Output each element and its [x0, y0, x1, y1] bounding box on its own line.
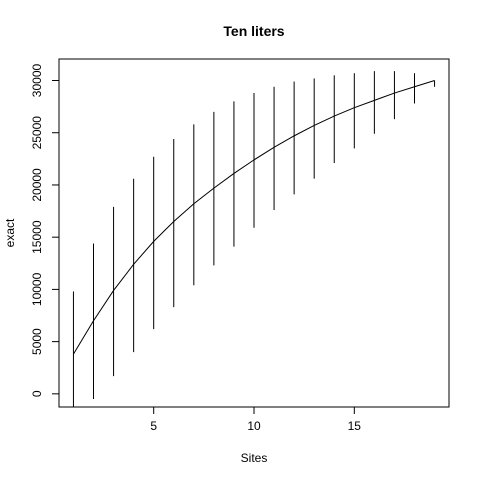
x-tick-label: 15	[348, 419, 362, 433]
y-tick-label: 5000	[30, 328, 44, 355]
x-tick-label: 5	[150, 419, 157, 433]
y-tick-label: 15000	[30, 220, 44, 254]
x-axis-label: Sites	[241, 451, 268, 465]
error-bars	[72, 71, 436, 407]
y-tick-label: 20000	[30, 168, 44, 202]
y-axis: 0 5000 10000 15000 20000 25000 30000	[30, 64, 60, 397]
x-tick-label: 10	[247, 419, 261, 433]
y-tick-label: 10000	[30, 272, 44, 306]
y-tick-label: 25000	[30, 116, 44, 150]
y-tick-label: 30000	[30, 64, 44, 98]
y-tick-label: 0	[30, 390, 44, 397]
x-axis: 5 10 15	[150, 406, 362, 433]
y-axis-label: exact	[3, 218, 17, 247]
series-line	[73, 80, 435, 355]
chart-title: Ten liters	[223, 23, 284, 39]
